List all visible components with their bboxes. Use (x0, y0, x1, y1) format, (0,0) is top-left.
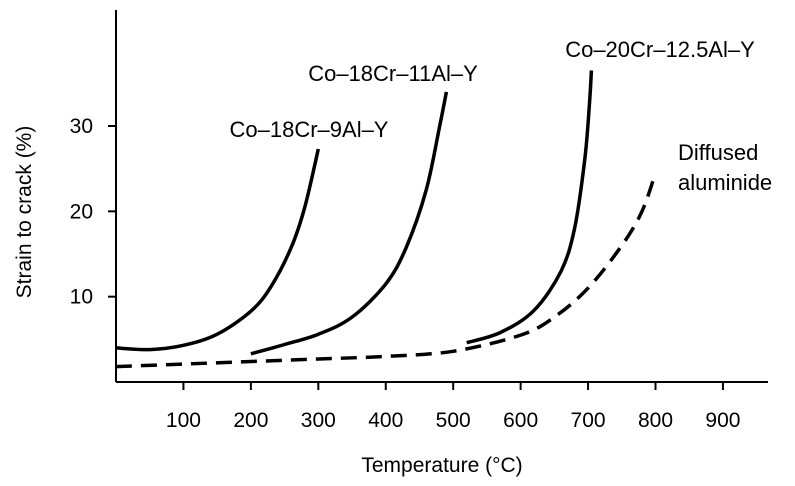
y-tick-label: 30 (70, 115, 93, 138)
data-series (115, 70, 658, 369)
series-labels: Co–18Cr–9Al–Y Co–18Cr–11Al–Y Co–20Cr–12.5A… (230, 37, 773, 195)
series-label-line: aluminide (678, 170, 772, 195)
x-tick-label: 800 (638, 409, 673, 432)
label-diffused-aluminide: Diffused aluminide (678, 140, 772, 195)
x-tick-label: 100 (166, 409, 201, 432)
x-tick-label: 900 (705, 409, 740, 432)
y-tick-label: 10 (70, 286, 93, 309)
x-tick-label: 600 (503, 409, 538, 432)
axes: 100 200 300 400 500 600 700 800 900 10 20 30 (70, 10, 768, 432)
series-diffused-aluminide (115, 172, 658, 369)
x-tick-label: 200 (233, 409, 268, 432)
series-co18cr9al (115, 148, 321, 352)
series-co18cr11al (250, 91, 449, 356)
label-co18cr9al: Co–18Cr–9Al–Y (230, 117, 389, 142)
x-tick-label: 700 (571, 409, 606, 432)
series-label-line: Diffused (678, 140, 758, 165)
x-tick-label: 400 (368, 409, 403, 432)
x-axis-label: Temperature (°C) (361, 454, 522, 477)
y-axis-label: Strain to crack (%) (13, 126, 36, 299)
x-tick-label: 300 (301, 409, 336, 432)
series-co20cr12al (466, 70, 594, 345)
label-co18cr11al: Co–18Cr–11Al–Y (308, 61, 478, 86)
label-co20cr12al: Co–20Cr–12.5Al–Y (565, 37, 755, 62)
y-tick-label: 20 (70, 200, 93, 223)
x-tick-label: 500 (436, 409, 471, 432)
